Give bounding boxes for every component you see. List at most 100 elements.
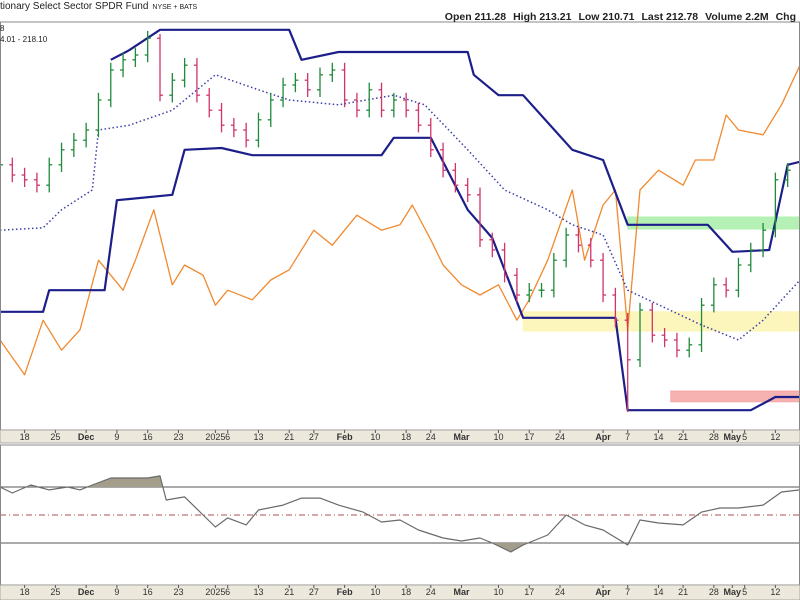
sub-label: 4.01 - 218.10 xyxy=(0,35,48,44)
ohlc-bar xyxy=(772,172,779,238)
x-tick-label: 23 xyxy=(173,432,183,442)
x-tick-label: 18 xyxy=(401,587,411,597)
x-axis-band xyxy=(0,584,800,600)
x-tick-label: 10 xyxy=(370,432,380,442)
indicator-line xyxy=(0,136,800,412)
x-tick-label: 12 xyxy=(770,587,780,597)
ohlc-bar xyxy=(366,82,373,118)
ohlc-bar xyxy=(95,92,102,138)
ohlc-bar xyxy=(132,47,139,67)
x-tick-label: 18 xyxy=(401,432,411,442)
x-tick-label: 7 xyxy=(625,587,630,597)
quote-item: Open 211.28 xyxy=(445,11,506,23)
x-tick-label: 9 xyxy=(114,432,119,442)
x-tick-label: 24 xyxy=(555,432,565,442)
ohlc-bar xyxy=(440,142,447,178)
quote-item: Chg xyxy=(776,11,796,23)
ohlc-bar xyxy=(169,73,176,103)
quote-item: High 213.21 xyxy=(513,11,571,23)
ohlc-bar xyxy=(575,227,582,253)
ohlc-bar xyxy=(538,283,545,298)
ohlc-bar xyxy=(415,103,422,133)
x-tick-label: 13 xyxy=(253,587,263,597)
x-tick-label: 24 xyxy=(555,587,565,597)
x-tick-label: 10 xyxy=(370,587,380,597)
ohlc-bar xyxy=(600,253,607,303)
x-tick-label: Mar xyxy=(454,432,471,442)
x-tick-label: 14 xyxy=(653,587,663,597)
ohlc-bar xyxy=(526,283,533,303)
x-tick-label: Dec xyxy=(78,587,95,597)
x-tick-label: 24 xyxy=(426,587,436,597)
fund-title: tionary Select Sector SPDR Fund xyxy=(0,1,149,12)
ohlc-bar xyxy=(649,302,656,343)
quote-value: 213.21 xyxy=(539,11,572,23)
x-tick-label: 2025 xyxy=(205,432,225,442)
ohlc-bar xyxy=(612,287,619,328)
ohlc-bar xyxy=(489,232,496,258)
x-tick-label: 25 xyxy=(50,587,60,597)
x-tick-label: 21 xyxy=(678,587,688,597)
x-tick-label: 10 xyxy=(493,432,503,442)
ohlc-bar xyxy=(21,167,28,187)
exchange: NYSE + BATS xyxy=(152,4,198,11)
ohlc-bar xyxy=(661,328,668,348)
ohlc-bar xyxy=(378,82,385,118)
panel: 18 25 Dec 9 16 23 2025 6 13 21 27 Feb 10 18 24 Mar 10 17 2… xyxy=(0,444,800,600)
quote-label: Open xyxy=(444,11,472,23)
panel: 18 25 Dec 9 16 23 2025 6 13 21 27 Feb 10 18 24 Mar 10 17 2… xyxy=(0,21,800,444)
ohlc-bar xyxy=(120,52,127,78)
quote-value: 211.28 xyxy=(474,11,507,23)
ohlc-bar xyxy=(427,118,434,157)
ohlc-bar xyxy=(144,31,151,63)
x-tick-label: 2025 xyxy=(205,587,225,597)
x-tick-label: 17 xyxy=(524,432,534,442)
x-tick-label: Mar xyxy=(454,587,471,597)
ohlc-bar xyxy=(698,298,705,352)
ohlc-bar xyxy=(58,142,65,172)
x-tick-label: Apr xyxy=(595,587,611,597)
ohlc-bar xyxy=(33,172,40,193)
x-tick-label: May xyxy=(724,587,742,597)
ohlc-bar xyxy=(710,277,717,313)
quote-label: Last xyxy=(641,11,664,23)
x-tick-label: 21 xyxy=(284,432,294,442)
ohlc-bar xyxy=(624,313,631,412)
quote-value: 2.2M xyxy=(745,11,769,23)
ohlc-bar xyxy=(206,88,213,118)
indicator-line xyxy=(110,28,800,253)
ohlc-bar xyxy=(501,242,508,283)
overbought-fill xyxy=(0,475,800,487)
ohlc-bar xyxy=(304,73,311,97)
ohlc-bar xyxy=(747,242,754,273)
quote-line: Open 211.28 High 213.21 Low 210.71 Last 212… xyxy=(438,11,796,23)
x-tick-label: 21 xyxy=(284,587,294,597)
ohlc-bar xyxy=(329,62,336,82)
x-tick-label: Feb xyxy=(337,432,354,442)
ohlc-bar xyxy=(760,223,767,258)
ohlc-bar xyxy=(686,337,693,358)
indicator-line xyxy=(0,475,800,553)
ohlc-bar xyxy=(218,103,225,133)
x-tick-label: 5 xyxy=(742,432,747,442)
indicator-line xyxy=(0,64,800,376)
plot-area xyxy=(0,28,800,412)
ohlc-bar xyxy=(390,92,397,118)
indicator-line xyxy=(0,74,800,341)
x-tick-label: 27 xyxy=(309,432,319,442)
ohlc-bar xyxy=(452,163,459,193)
ohlc-bar xyxy=(280,77,287,108)
x-tick-label: 5 xyxy=(742,587,747,597)
ohlc-bar xyxy=(157,34,163,102)
quote-label: High xyxy=(513,11,537,23)
ohlc-bar xyxy=(9,157,16,183)
ohlc-bar xyxy=(292,73,299,93)
x-tick-label: 10 xyxy=(493,587,503,597)
x-tick-label: 14 xyxy=(653,432,663,442)
ohlc-bar xyxy=(255,112,262,148)
ohlc-bar xyxy=(673,332,680,358)
x-tick-label: 17 xyxy=(524,587,534,597)
ohlc-bar xyxy=(513,268,520,303)
x-tick-label: 18 xyxy=(20,432,30,442)
